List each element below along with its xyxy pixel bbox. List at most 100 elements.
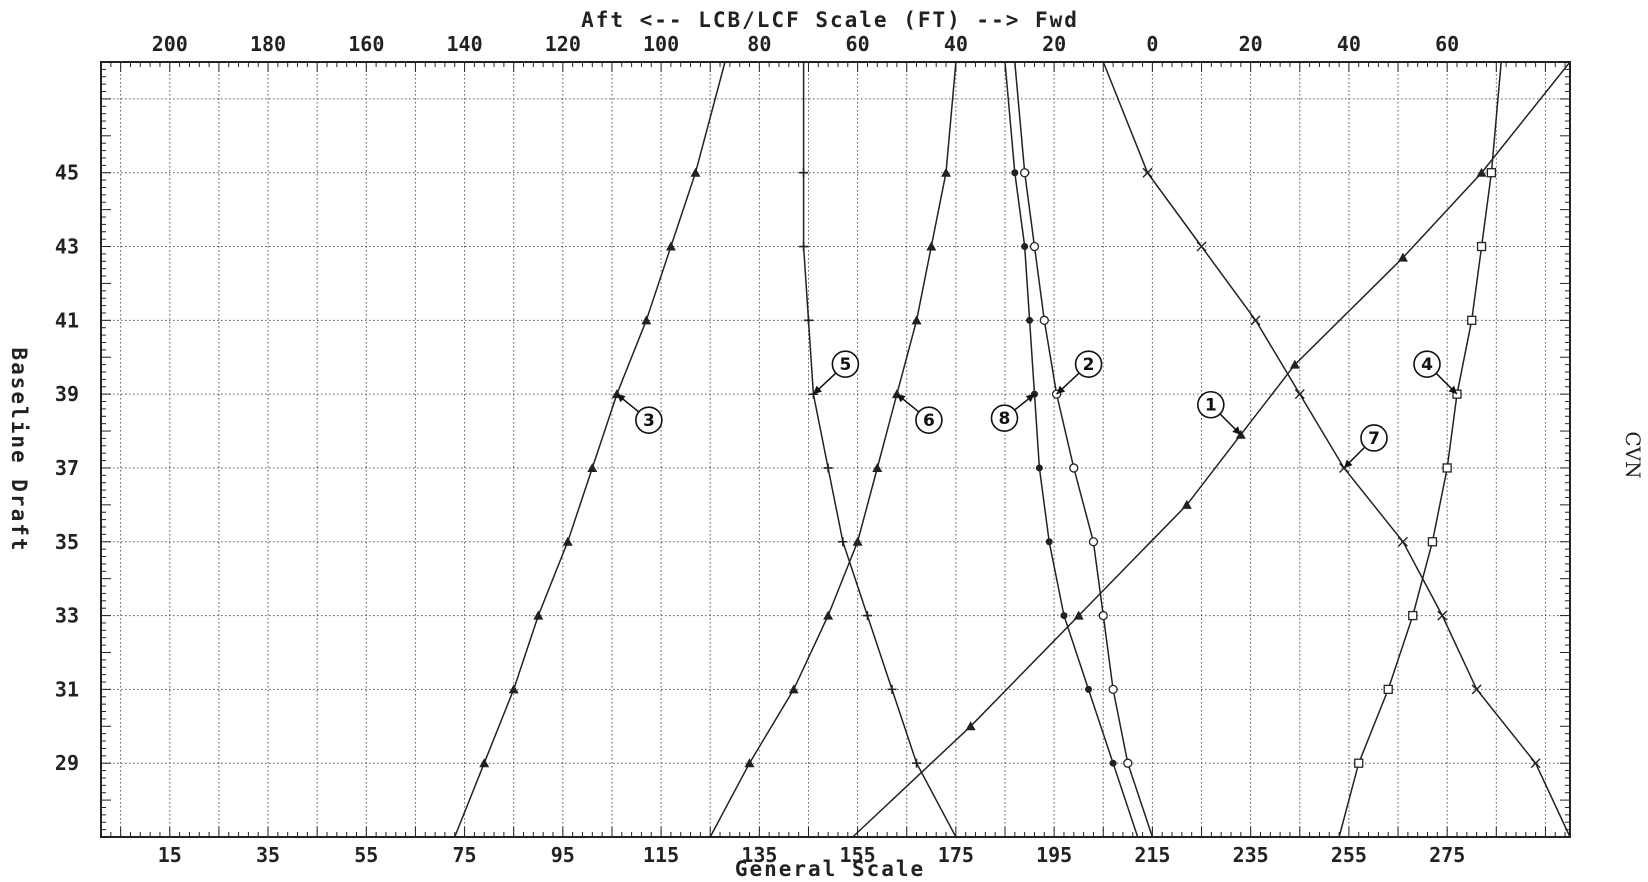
callout-circle-7 bbox=[1360, 424, 1388, 452]
y-tick-label: 35 bbox=[55, 530, 79, 554]
top-tick-label: 100 bbox=[643, 32, 679, 56]
y-tick-label: 43 bbox=[55, 235, 79, 259]
series-marker-5 bbox=[838, 537, 848, 547]
series-marker-6 bbox=[941, 167, 952, 177]
callout-circle-5 bbox=[831, 350, 860, 378]
series-marker-7 bbox=[1437, 610, 1448, 621]
x-tick-label: 275 bbox=[1429, 843, 1465, 867]
top-tick-label: 60 bbox=[846, 32, 870, 56]
callout-label-4: 4 bbox=[1421, 355, 1433, 375]
x-tick-label: 15 bbox=[158, 843, 182, 867]
top-axis-title: Aft <-- LCB/LCF Scale (FT) --> Fwd bbox=[581, 8, 1079, 32]
series-marker-7 bbox=[1250, 315, 1261, 326]
series-line-5 bbox=[802, 62, 957, 838]
series-marker-3 bbox=[641, 315, 652, 325]
series-markers bbox=[479, 167, 1541, 769]
series-marker-5 bbox=[799, 168, 809, 178]
series-marker-8 bbox=[1085, 685, 1093, 693]
callout-label-1: 1 bbox=[1205, 396, 1217, 416]
series-marker-5 bbox=[799, 242, 809, 252]
series-marker-8 bbox=[1035, 464, 1043, 472]
callout-circle-2 bbox=[1074, 350, 1103, 378]
callout-arrowhead-2 bbox=[1056, 385, 1066, 395]
callout-arrowhead-6 bbox=[896, 394, 906, 403]
x-tick-label: 195 bbox=[1036, 843, 1072, 867]
series-marker-2 bbox=[1123, 758, 1133, 768]
series-marker-7 bbox=[1142, 167, 1153, 178]
series-marker-2 bbox=[1020, 168, 1030, 178]
callout-arrowhead-5 bbox=[813, 385, 822, 395]
callout-label-8: 8 bbox=[999, 409, 1011, 429]
side-label-cvn: CVN bbox=[1621, 431, 1645, 478]
y-tick-label: 37 bbox=[55, 456, 79, 480]
series-marker-4 bbox=[1408, 610, 1418, 621]
series-marker-2 bbox=[1098, 610, 1108, 621]
series-marker-5 bbox=[823, 463, 833, 473]
top-tick-label: 20 bbox=[1239, 32, 1263, 56]
series-marker-7 bbox=[1294, 389, 1305, 400]
series-marker-7 bbox=[1196, 241, 1207, 252]
grid-lines bbox=[101, 62, 1570, 837]
series-marker-2 bbox=[1069, 463, 1079, 473]
callouts: 1 2 3 4 5 6 7 8 bbox=[616, 350, 1458, 469]
series-marker-3 bbox=[587, 462, 598, 472]
callout-circle-8 bbox=[990, 404, 1019, 432]
series-line-3 bbox=[454, 61, 726, 838]
x-tick-label: 135 bbox=[741, 843, 777, 867]
y-tick-label: 33 bbox=[55, 604, 79, 628]
series-marker-8 bbox=[1011, 169, 1019, 177]
series-marker-8 bbox=[1109, 759, 1117, 767]
minor-ticks bbox=[100, 61, 1570, 838]
x-tick-label: 35 bbox=[256, 843, 280, 867]
x-tick-label: 235 bbox=[1233, 843, 1269, 867]
y-tick-label: 41 bbox=[55, 308, 79, 332]
series-marker-2 bbox=[1039, 315, 1049, 325]
series-marker-5 bbox=[803, 315, 813, 325]
x-axis-title: General Scale bbox=[735, 857, 925, 881]
series-marker-3 bbox=[479, 758, 490, 768]
series-line-6 bbox=[709, 61, 957, 838]
series-marker-5 bbox=[808, 389, 818, 399]
series-marker-3 bbox=[508, 684, 519, 694]
series-marker-4 bbox=[1442, 463, 1452, 473]
series-marker-1 bbox=[965, 721, 976, 731]
plot-frame bbox=[100, 61, 1571, 838]
series-marker-2 bbox=[1088, 537, 1099, 547]
top-tick-label: 20 bbox=[1042, 32, 1066, 56]
series-marker-4 bbox=[1383, 684, 1393, 695]
series-marker-8 bbox=[1021, 243, 1029, 251]
series-marker-1 bbox=[1397, 252, 1408, 262]
top-tick-label: 0 bbox=[1146, 32, 1158, 56]
top-tick-label: 60 bbox=[1435, 32, 1459, 56]
series-marker-5 bbox=[862, 611, 872, 621]
series-marker-6 bbox=[926, 241, 937, 251]
top-tick-label: 180 bbox=[250, 32, 286, 56]
series-marker-8 bbox=[1026, 316, 1034, 324]
y-tick-label: 45 bbox=[55, 161, 79, 185]
series-marker-2 bbox=[1029, 241, 1040, 252]
callout-label-5: 5 bbox=[839, 355, 851, 375]
callout-circle-3 bbox=[635, 406, 663, 434]
series-marker-8 bbox=[1045, 538, 1053, 546]
series-marker-6 bbox=[823, 610, 834, 620]
series-marker-2 bbox=[1108, 684, 1118, 695]
series-marker-6 bbox=[911, 315, 922, 325]
series-marker-6 bbox=[852, 536, 863, 546]
callout-arrowhead-1 bbox=[1232, 426, 1241, 435]
series-marker-4 bbox=[1486, 168, 1497, 178]
series-marker-5 bbox=[887, 684, 897, 694]
series-marker-1 bbox=[1476, 167, 1487, 177]
series-marker-8 bbox=[1060, 612, 1068, 620]
x-tick-label: 115 bbox=[643, 843, 679, 867]
series-marker-1 bbox=[1181, 499, 1192, 509]
callout-label-3: 3 bbox=[643, 411, 655, 431]
top-tick-label: 160 bbox=[348, 32, 384, 56]
y-tick-label: 29 bbox=[55, 751, 79, 775]
callout-circle-4 bbox=[1413, 350, 1441, 378]
x-tick-label: 215 bbox=[1134, 843, 1170, 867]
series-marker-7 bbox=[1397, 536, 1408, 547]
series-marker-4 bbox=[1427, 537, 1438, 547]
top-tick-label: 40 bbox=[944, 32, 968, 56]
x-tick-label: 55 bbox=[354, 843, 378, 867]
callout-arrowhead-7 bbox=[1344, 459, 1353, 468]
